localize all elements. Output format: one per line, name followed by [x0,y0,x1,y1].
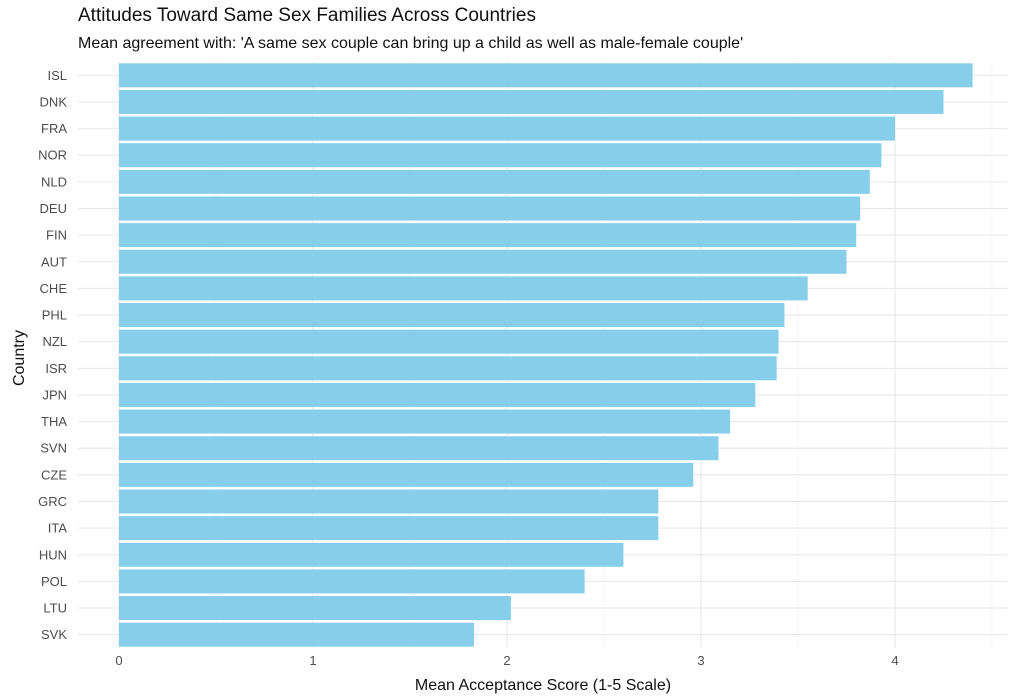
bar-tha [119,409,731,434]
bar-hun [119,542,624,567]
bar-grc [119,489,659,514]
y-tick-label-phl: PHL [42,308,67,323]
x-tick-label-4: 4 [891,653,898,668]
bar-deu [119,196,861,221]
chart-subtitle: Mean agreement with: 'A same sex couple … [78,35,744,52]
y-tick-label-aut: AUT [41,254,67,269]
y-tick-label-svk: SVK [41,627,67,642]
x-tick-label-3: 3 [697,653,704,668]
bar-phl [119,303,785,328]
x-tick-label-2: 2 [503,653,510,668]
chart-title: Attitudes Toward Same Sex Families Acros… [78,5,536,26]
bars [119,63,973,647]
y-tick-label-svn: SVN [40,441,67,456]
bar-isl [119,63,973,88]
y-tick-label-dnk: DNK [40,94,68,109]
bar-ltu [119,596,511,621]
y-tick-label-fra: FRA [41,121,67,136]
y-tick-label-pol: POL [41,574,67,589]
y-tick-label-hun: HUN [39,547,67,562]
bar-nld [119,169,870,194]
bar-aut [119,249,847,274]
bar-pol [119,569,585,594]
bar-che [119,276,808,301]
y-axis-title: Country [11,330,28,386]
y-tick-label-fin: FIN [46,228,67,243]
bar-svn [119,436,719,461]
y-tick-label-ltu: LTU [43,601,67,616]
y-tick-label-che: CHE [40,281,68,296]
y-tick-label-tha: THA [41,414,67,429]
y-tick-label-isl: ISL [47,68,67,83]
y-tick-label-cze: CZE [41,467,67,482]
bar-nor [119,143,882,168]
bar-cze [119,462,694,487]
y-tick-label-deu: DEU [40,201,67,216]
y-tick-label-nor: NOR [38,148,67,163]
bar-svk [119,622,475,647]
y-tick-label-jpn: JPN [42,387,67,402]
bar-dnk [119,89,944,114]
bar-jpn [119,382,756,407]
x-tick-label-1: 1 [309,653,316,668]
bar-isr [119,356,777,381]
y-tick-label-nld: NLD [41,174,67,189]
y-tick-label-nzl: NZL [42,334,67,349]
x-axis-title: Mean Acceptance Score (1-5 Scale) [415,677,671,694]
y-tick-label-isr: ISR [45,361,67,376]
bar-fin [119,223,857,248]
bar-fra [119,116,895,141]
bar-nzl [119,329,779,354]
bar-ita [119,516,659,541]
y-tick-labels: ISL DNK FRA NOR NLD DEU FIN AUT CHE PHL NZL ISR JPN T… [38,68,67,642]
y-tick-label-grc: GRC [38,494,67,509]
x-tick-label-0: 0 [115,653,122,668]
x-tick-labels: 0 1 2 3 4 [115,653,898,668]
y-tick-label-ita: ITA [48,521,68,536]
